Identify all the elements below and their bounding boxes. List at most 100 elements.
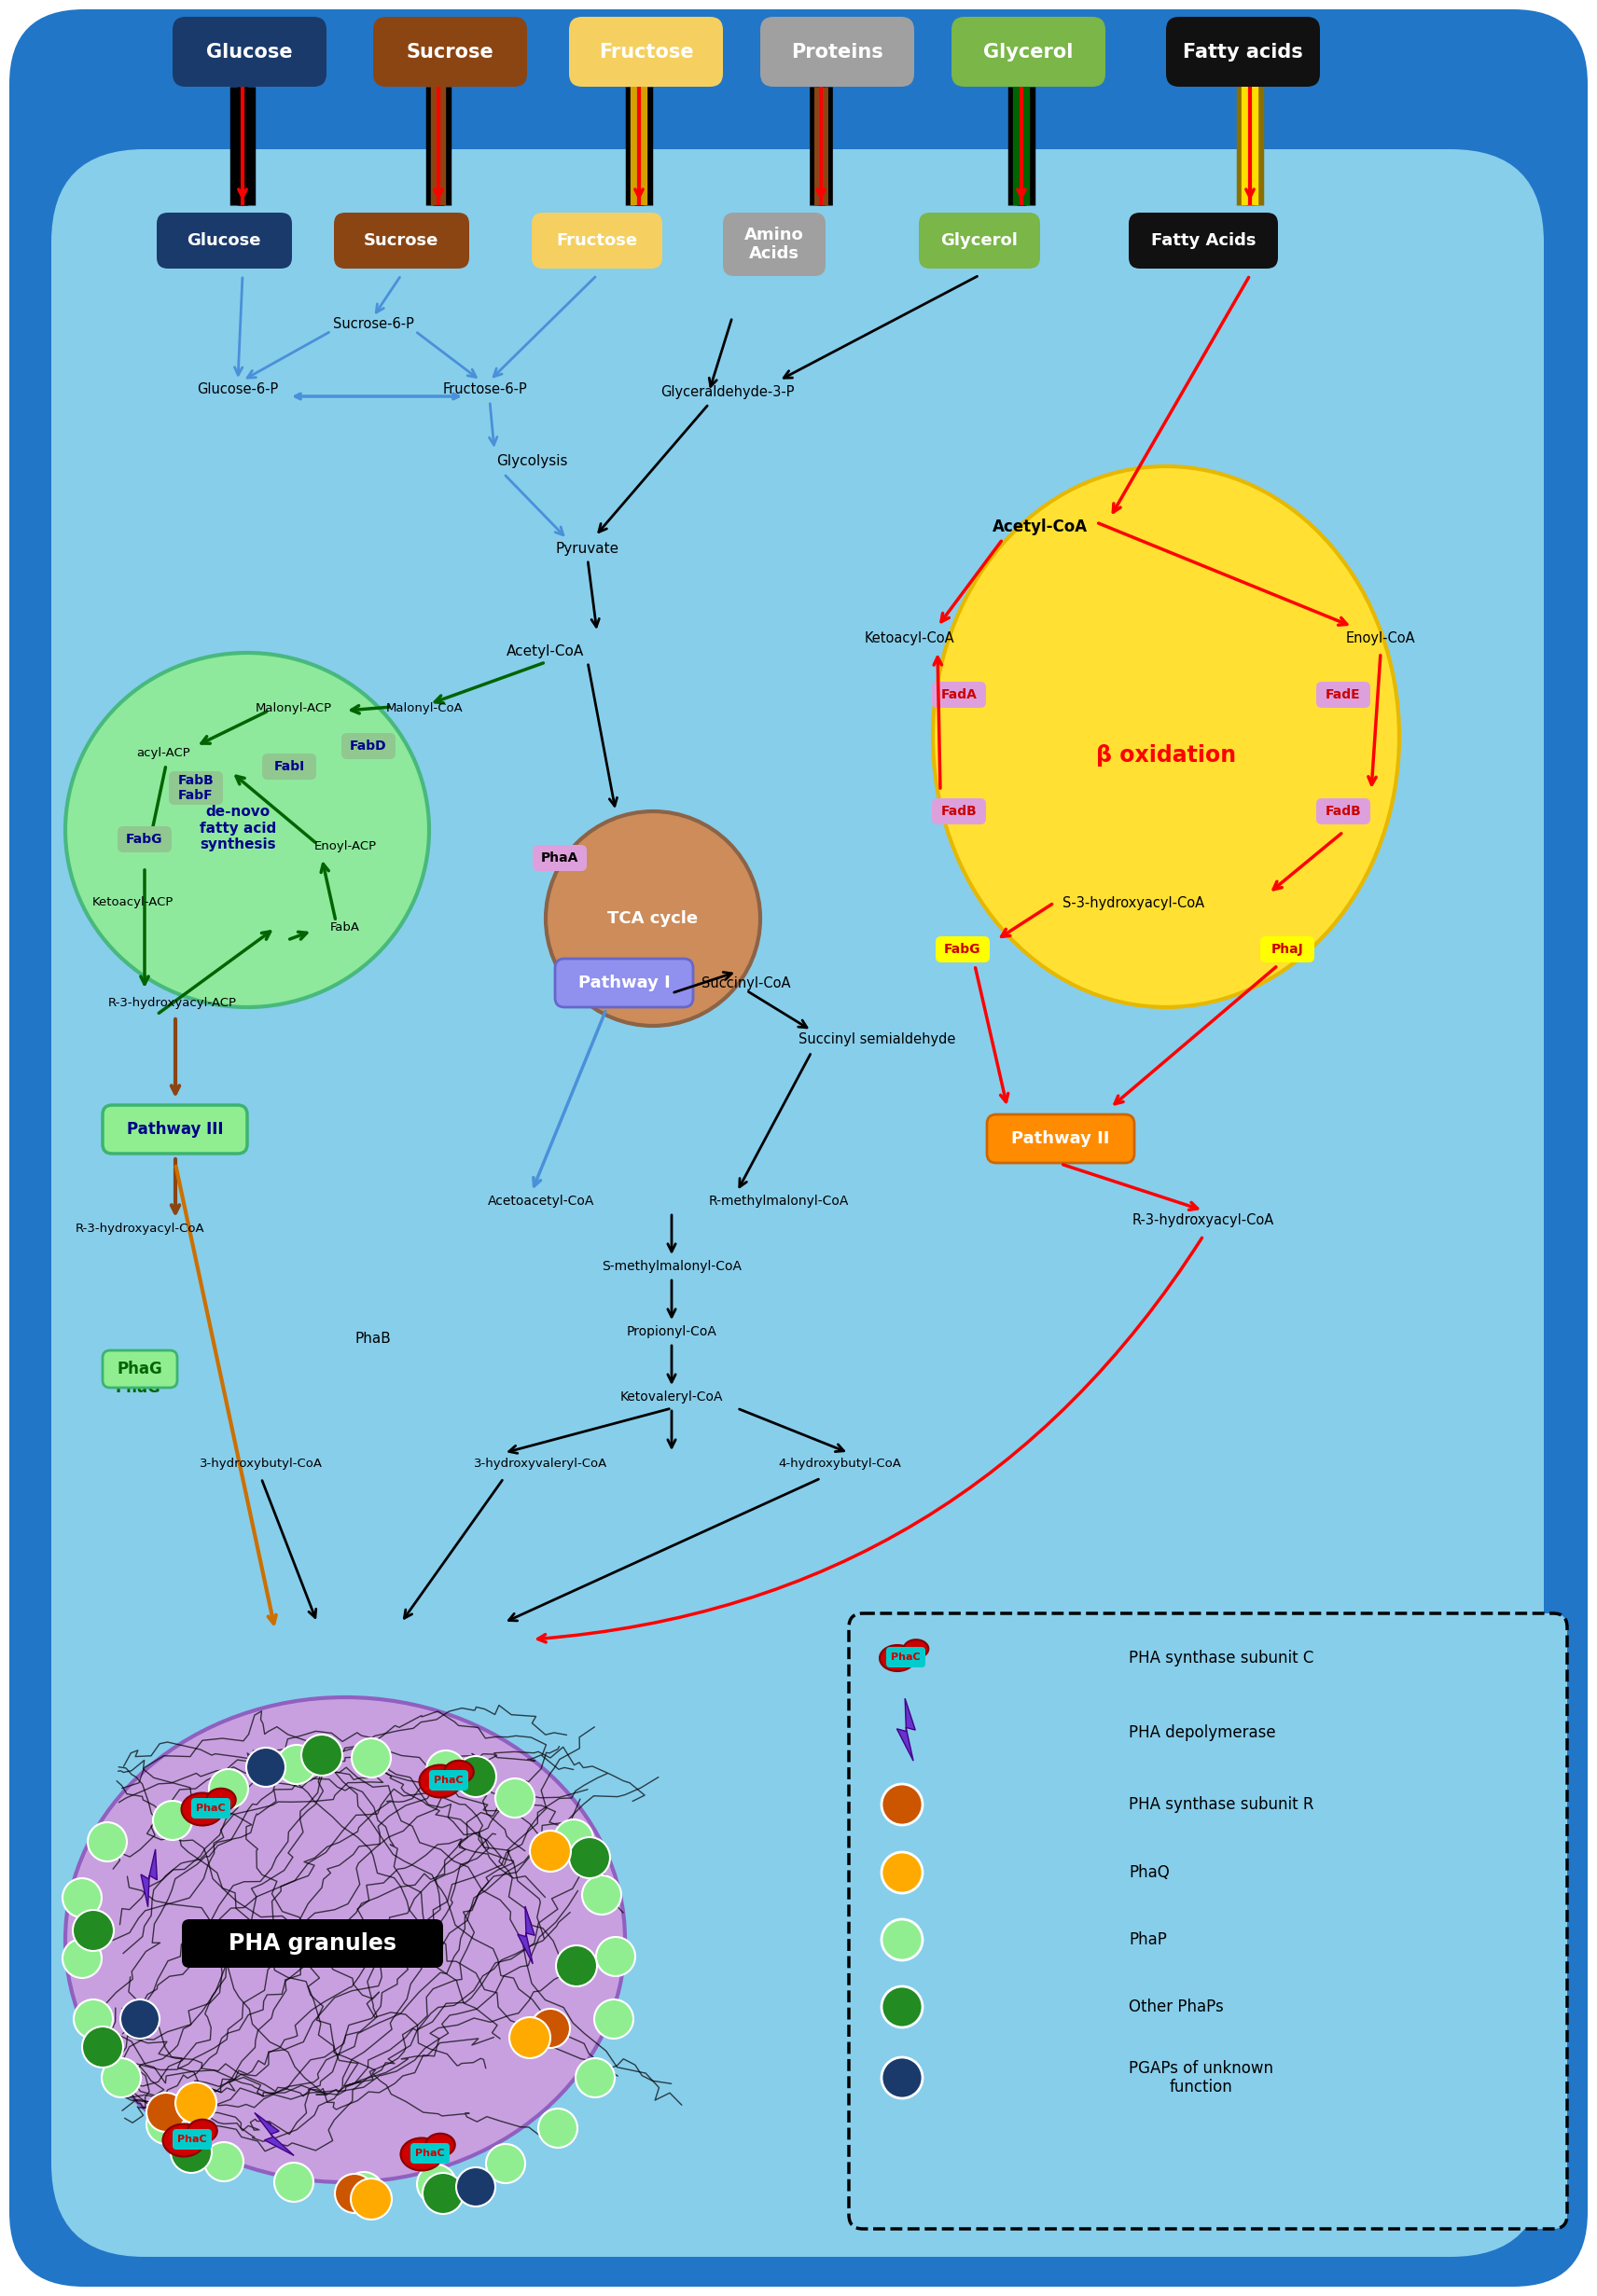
Text: FabG: FabG [944, 944, 981, 955]
Text: PHA synthase subunit R: PHA synthase subunit R [1129, 1795, 1314, 1814]
FancyBboxPatch shape [532, 214, 663, 269]
Text: Glycolysis: Glycolysis [497, 455, 567, 468]
Text: Fructose-6-P: Fructose-6-P [442, 383, 527, 397]
Circle shape [882, 2057, 923, 2099]
Text: Fatty Acids: Fatty Acids [1151, 232, 1255, 248]
FancyBboxPatch shape [374, 16, 527, 87]
Text: TCA cycle: TCA cycle [608, 909, 698, 928]
Text: Malonyl-ACP: Malonyl-ACP [256, 703, 332, 714]
FancyBboxPatch shape [723, 214, 826, 276]
FancyBboxPatch shape [1129, 214, 1278, 269]
Ellipse shape [420, 1766, 462, 1798]
Ellipse shape [880, 1644, 915, 1671]
Circle shape [575, 2057, 615, 2096]
Circle shape [73, 2000, 113, 2039]
Text: PhaP: PhaP [1129, 1931, 1167, 1947]
Circle shape [176, 2082, 217, 2124]
Text: Other PhaPs: Other PhaPs [1129, 1998, 1223, 2016]
Text: Glucose-6-P: Glucose-6-P [196, 383, 278, 397]
Circle shape [455, 1756, 497, 1798]
Circle shape [153, 1800, 192, 1839]
Circle shape [569, 1837, 610, 1878]
Text: R-3-hydroxyacyl-ACP: R-3-hydroxyacyl-ACP [109, 996, 236, 1008]
FancyBboxPatch shape [850, 1614, 1567, 2229]
Polygon shape [898, 1699, 915, 1761]
Ellipse shape [182, 1793, 224, 1825]
Text: Glucose: Glucose [187, 232, 260, 248]
Text: PhaC: PhaC [196, 1805, 225, 1814]
Text: Ketoacyl-CoA: Ketoacyl-CoA [864, 631, 955, 645]
Text: Sucrose: Sucrose [364, 232, 439, 248]
Text: PhaC: PhaC [177, 2135, 208, 2144]
Text: FabD: FabD [350, 739, 386, 753]
Text: PhaG: PhaG [117, 1362, 163, 1378]
Text: Pathway III: Pathway III [128, 1120, 224, 1139]
Text: R-3-hydroxyacyl-CoA: R-3-hydroxyacyl-CoA [75, 1224, 204, 1235]
Text: PhaC: PhaC [415, 2149, 446, 2158]
Text: Ketovaleryl-CoA: Ketovaleryl-CoA [620, 1391, 723, 1403]
Text: Enoyl-ACP: Enoyl-ACP [315, 840, 377, 852]
Text: Amino
Acids: Amino Acids [744, 227, 803, 262]
FancyBboxPatch shape [1316, 682, 1370, 707]
Circle shape [335, 2174, 374, 2213]
Text: Acetyl-CoA: Acetyl-CoA [506, 643, 585, 659]
Ellipse shape [546, 810, 760, 1026]
Circle shape [276, 1745, 316, 1784]
Text: Glycerol: Glycerol [984, 44, 1073, 62]
FancyBboxPatch shape [334, 214, 470, 269]
Circle shape [81, 2027, 123, 2066]
FancyBboxPatch shape [918, 214, 1040, 269]
Text: PhaC: PhaC [891, 1653, 920, 1662]
Text: PhaB: PhaB [355, 1332, 391, 1345]
Text: Pathway II: Pathway II [1011, 1130, 1110, 1148]
Text: PhaA: PhaA [541, 852, 578, 866]
FancyBboxPatch shape [172, 2128, 212, 2149]
Circle shape [596, 1938, 636, 1977]
FancyBboxPatch shape [936, 937, 990, 962]
Ellipse shape [426, 2133, 455, 2156]
Text: Succinyl-CoA: Succinyl-CoA [701, 976, 791, 992]
FancyBboxPatch shape [1166, 16, 1321, 87]
FancyBboxPatch shape [262, 753, 316, 781]
Text: Glucose: Glucose [206, 44, 292, 62]
Circle shape [275, 2163, 313, 2202]
FancyBboxPatch shape [410, 2142, 450, 2163]
Text: Glyceraldehyde-3-P: Glyceraldehyde-3-P [661, 386, 795, 400]
Text: Fatty acids: Fatty acids [1183, 44, 1303, 62]
FancyBboxPatch shape [342, 732, 396, 760]
Circle shape [120, 2000, 160, 2039]
Circle shape [171, 2133, 212, 2172]
FancyBboxPatch shape [10, 9, 1587, 2287]
Circle shape [882, 1853, 923, 1894]
FancyBboxPatch shape [933, 799, 985, 824]
Text: 3-hydroxyvaleryl-CoA: 3-hydroxyvaleryl-CoA [474, 1458, 608, 1469]
Circle shape [423, 2172, 463, 2213]
Text: PhaG: PhaG [115, 1380, 161, 1396]
Circle shape [426, 1750, 465, 1789]
Text: Pathway I: Pathway I [578, 974, 671, 992]
Text: PhaQ: PhaQ [1129, 1864, 1169, 1880]
FancyBboxPatch shape [157, 214, 292, 269]
Circle shape [204, 2142, 243, 2181]
Text: S-3-hydroxyacyl-CoA: S-3-hydroxyacyl-CoA [1062, 895, 1204, 909]
Text: Acetyl-CoA: Acetyl-CoA [992, 519, 1088, 535]
Polygon shape [254, 2112, 294, 2156]
Text: FabB
FabF: FabB FabF [177, 774, 214, 801]
Text: β oxidation: β oxidation [1096, 744, 1236, 767]
Circle shape [147, 2092, 185, 2133]
Circle shape [345, 2172, 383, 2211]
Text: FabA: FabA [331, 923, 359, 934]
Ellipse shape [933, 466, 1399, 1008]
Circle shape [509, 2018, 551, 2057]
Text: Ketoacyl-ACP: Ketoacyl-ACP [91, 898, 172, 909]
Circle shape [351, 2179, 391, 2220]
Text: FadA: FadA [941, 689, 977, 700]
Text: Proteins: Proteins [791, 44, 883, 62]
Circle shape [351, 1738, 391, 1777]
Text: acyl-ACP: acyl-ACP [136, 748, 190, 760]
Text: FabG: FabG [126, 833, 163, 845]
Text: PGAPs of unknown
function: PGAPs of unknown function [1129, 2060, 1273, 2096]
Ellipse shape [401, 2138, 442, 2170]
Circle shape [457, 2167, 495, 2206]
Text: Pyruvate: Pyruvate [556, 542, 620, 556]
